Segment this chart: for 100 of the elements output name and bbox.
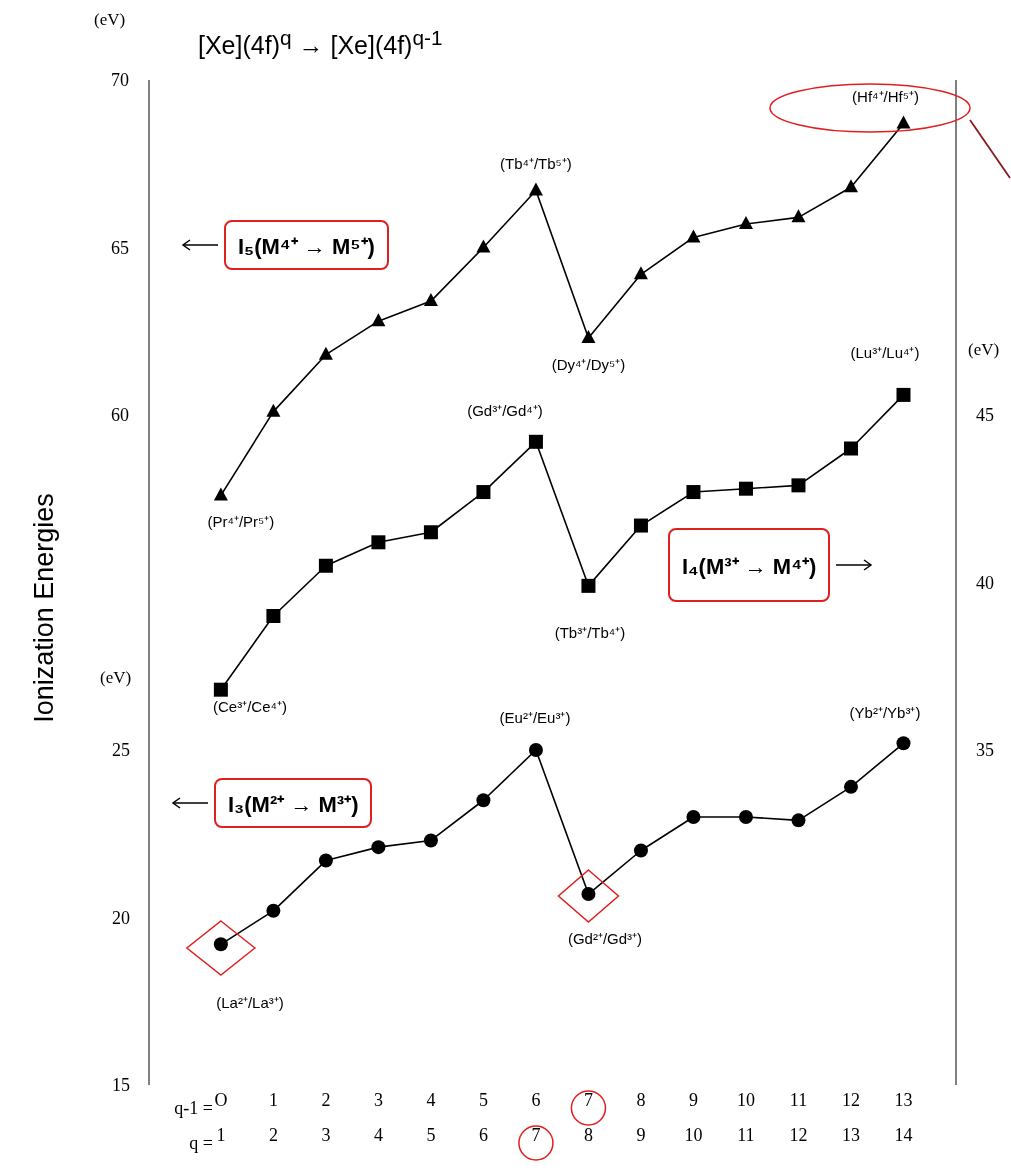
point (896, 736, 911, 751)
y3-tick-label: 15 (112, 1075, 130, 1096)
point (266, 609, 281, 623)
point (581, 578, 596, 593)
point (791, 813, 806, 828)
y3-tick-label: 20 (112, 907, 130, 928)
annotation: (Yb²⁺/Yb³⁺) (849, 703, 921, 722)
x-tick-label: 3 (321, 1124, 331, 1145)
point (843, 441, 858, 456)
point (633, 266, 648, 280)
y-tick-label: 60 (111, 405, 129, 426)
point (423, 833, 438, 848)
x-axis-title: q = (189, 1133, 213, 1154)
x-tick-label: 10 (684, 1124, 703, 1145)
x2-tick-label: 13 (894, 1089, 913, 1110)
y-axis-title: Ionization Energies (28, 493, 60, 723)
x2-tick-label: 2 (321, 1089, 331, 1110)
annotation: (Lu³⁺/Lu⁴⁺) (850, 343, 920, 362)
x-tick-label: 1 (216, 1124, 226, 1145)
point (633, 843, 648, 858)
point (686, 229, 701, 243)
annotation: (La²⁺/La³⁺) (216, 993, 284, 1012)
point (843, 779, 858, 794)
y2-tick-label: 45 (976, 405, 994, 426)
text: (eV) (968, 340, 1000, 360)
annotation: (Tb³⁺/Tb⁴⁺) (554, 623, 626, 642)
point (266, 903, 281, 918)
x-tick-label: 9 (636, 1124, 646, 1145)
x2-tick-label: 12 (841, 1089, 860, 1110)
annotation: (Gd²⁺/Gd³⁺) (567, 929, 643, 948)
y2-tick-label: 40 (976, 572, 994, 593)
point (371, 840, 386, 855)
point (686, 810, 701, 824)
x-tick-label: 6 (478, 1124, 488, 1145)
x-tick-label: 8 (583, 1124, 593, 1145)
text: (eV) (100, 668, 132, 688)
point (738, 481, 753, 496)
point (266, 403, 281, 417)
x2-tick-label: 3 (373, 1089, 383, 1110)
x2-tick-label: 9 (688, 1089, 698, 1110)
point (213, 487, 228, 501)
legend-label: I₅(M⁴⁺ → M⁵⁺) (224, 220, 389, 270)
point (738, 810, 753, 824)
x-tick-label: 4 (373, 1124, 383, 1145)
point (423, 293, 438, 307)
x2-tick-label: O (214, 1089, 228, 1110)
x2-tick-label: 1 (268, 1089, 278, 1110)
text: (eV) (94, 10, 126, 30)
point (791, 478, 806, 493)
annotation: (Eu²⁺/Eu³⁺) (499, 708, 571, 727)
point (213, 682, 228, 697)
point (476, 793, 491, 808)
x2-tick-label: 10 (736, 1089, 755, 1110)
x2-axis-title: q-1 = (174, 1098, 213, 1119)
legend-label: I₃(M²⁺ → M³⁺) (214, 778, 373, 828)
point (476, 239, 491, 253)
x-tick-label: 2 (268, 1124, 278, 1145)
x2-tick-label: 5 (478, 1089, 488, 1110)
point (528, 182, 543, 196)
point (318, 853, 333, 868)
point (318, 346, 333, 360)
point (896, 115, 911, 129)
point (633, 518, 648, 533)
point (896, 387, 911, 402)
point (476, 485, 491, 500)
point (843, 179, 858, 193)
point (318, 558, 333, 573)
x-tick-label: 14 (894, 1124, 913, 1145)
x-tick-label: 13 (841, 1124, 860, 1145)
annotation: (Tb⁴⁺/Tb⁵⁺) (500, 154, 572, 172)
annotation: (Dy⁴⁺/Dy⁵⁺) (551, 355, 626, 373)
x2-tick-label: 4 (426, 1089, 436, 1110)
point (738, 216, 753, 230)
x-tick-label: 12 (789, 1124, 808, 1145)
point (528, 743, 543, 757)
x2-tick-label: 8 (636, 1089, 646, 1110)
point (581, 329, 596, 343)
y-tick-label: 65 (111, 237, 129, 258)
point (423, 525, 438, 540)
point (371, 535, 386, 550)
point (213, 937, 228, 952)
x2-tick-label: 7 (583, 1089, 593, 1110)
y3-tick-label: 25 (112, 740, 130, 761)
y-tick-label: 70 (111, 70, 129, 91)
x-tick-label: 11 (737, 1124, 755, 1145)
point (528, 434, 543, 449)
annotation: (Gd³⁺/Gd⁴⁺) (467, 401, 543, 420)
annotation: (Hf⁴⁺/Hf⁵⁺) (852, 87, 919, 105)
point (686, 485, 701, 500)
series-label: I₄(M³⁺ → M⁴⁺) (668, 528, 831, 602)
x-tick-label: 5 (426, 1124, 436, 1145)
point (371, 313, 386, 327)
annotation: (Ce³⁺/Ce⁴⁺) (213, 697, 287, 716)
x2-tick-label: 11 (789, 1089, 808, 1110)
point (581, 887, 596, 902)
chart-title: [Xe](4f)$^{q}$ → [Xe](4f)$^{q-1}$ (198, 26, 443, 61)
x-tick-label: 7 (531, 1124, 541, 1145)
annotation: (Pr⁴⁺/Pr⁵⁺) (207, 513, 275, 531)
y2-tick-label: 35 (976, 740, 994, 761)
x2-tick-label: 6 (531, 1089, 541, 1110)
